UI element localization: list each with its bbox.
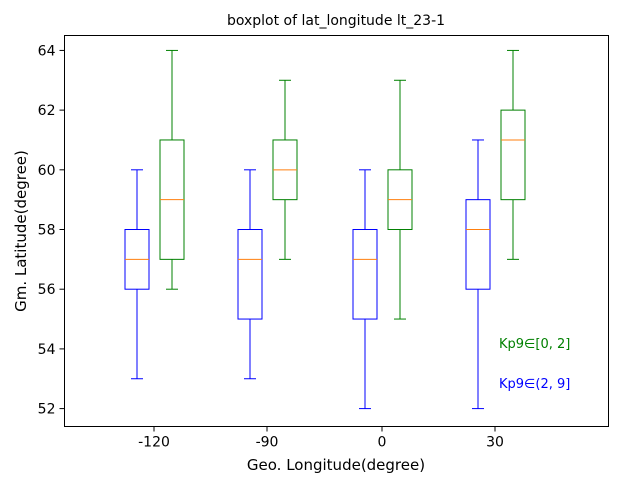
box-0-series-0 <box>159 49 185 290</box>
y-tick-label: 58 <box>38 223 56 239</box>
box-body <box>465 199 491 290</box>
x-tick-label: 0 <box>378 435 387 451</box>
box-2-series-0 <box>387 79 413 320</box>
y-tick-label: 54 <box>38 342 56 358</box>
y-tick-label: 52 <box>38 402 56 418</box>
x-axis-label: Geo. Longitude(degree) <box>247 456 425 474</box>
y-tick-label: 62 <box>38 103 56 119</box>
box-body <box>352 229 378 320</box>
box-3-series-0 <box>500 49 526 260</box>
legend: Kp9∈[0, 2] Kp9∈(2, 9] <box>499 337 570 392</box>
legend-entry-1: Kp9∈(2, 9] <box>499 377 570 392</box>
box-body <box>500 109 526 201</box>
box-2-series-1 <box>352 169 378 410</box>
y-tick-label: 56 <box>38 282 56 298</box>
plot-frame <box>64 35 609 427</box>
box-0-series-1 <box>124 169 150 380</box>
plot-marks <box>124 49 526 410</box>
box-1-series-1 <box>237 169 263 380</box>
x-tick-label: -90 <box>256 435 279 451</box>
chart-title: boxplot of lat_longitude lt_23-1 <box>227 13 445 29</box>
legend-entry-0: Kp9∈[0, 2] <box>499 337 570 352</box>
x-tick-label: 30 <box>486 435 504 451</box>
axes: 52 54 56 58 60 62 64 -120 -90 0 30 <box>38 43 504 450</box>
y-tick-label: 60 <box>38 163 56 179</box>
y-axis-label: Gm. Latitude(degree) <box>12 150 30 312</box>
box-body <box>237 229 263 320</box>
x-tick-label: -120 <box>138 435 170 451</box>
y-tick-label: 64 <box>38 43 56 59</box>
box-3-series-1 <box>465 139 491 410</box>
box-1-series-0 <box>272 79 298 260</box>
